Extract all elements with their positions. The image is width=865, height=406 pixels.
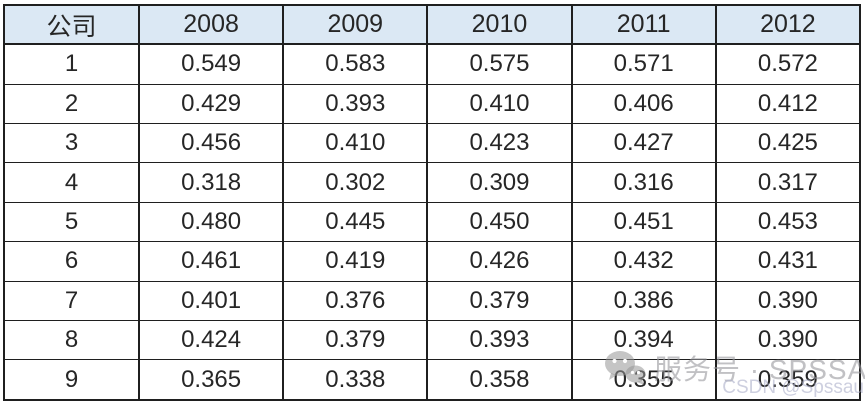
value-cell: 0.376 [282, 280, 429, 321]
table-row: 4 0.318 0.302 0.309 0.316 0.317 [3, 162, 862, 203]
value-cell: 0.410 [426, 83, 573, 124]
value-cell: 0.575 [426, 43, 573, 85]
row-label-cell: 6 [3, 241, 140, 282]
value-cell: 0.338 [282, 359, 429, 401]
value-cell: 0.390 [714, 319, 862, 361]
value-cell: 0.419 [282, 241, 429, 282]
table-body: 1 0.549 0.583 0.575 0.571 0.572 2 0.429 0.393 0.4… [3, 43, 862, 401]
value-cell: 0.390 [714, 280, 862, 321]
column-header-year-2008: 2008 [137, 4, 285, 45]
value-cell: 0.432 [570, 241, 717, 282]
table-row: 3 0.456 0.410 0.423 0.427 0.425 [3, 122, 862, 164]
value-cell: 0.423 [426, 122, 573, 164]
column-header-year-2012: 2012 [714, 4, 862, 45]
value-cell: 0.355 [570, 359, 717, 401]
value-cell: 0.309 [426, 162, 573, 203]
value-cell: 0.318 [137, 162, 285, 203]
value-cell: 0.451 [570, 201, 717, 243]
value-cell: 0.358 [426, 359, 573, 401]
table-header: 公司 2008 2009 2010 2011 2012 [3, 4, 862, 45]
row-label-cell: 8 [3, 319, 140, 361]
column-header-year-2009: 2009 [282, 4, 429, 45]
value-cell: 0.410 [282, 122, 429, 164]
column-header-year-2010: 2010 [426, 4, 573, 45]
table-row: 5 0.480 0.445 0.450 0.451 0.453 [3, 201, 862, 243]
value-cell: 0.583 [282, 43, 429, 85]
value-cell: 0.461 [137, 241, 285, 282]
value-cell: 0.393 [282, 83, 429, 124]
table-row: 2 0.429 0.393 0.410 0.406 0.412 [3, 83, 862, 124]
value-cell: 0.427 [570, 122, 717, 164]
column-header-company: 公司 [3, 4, 140, 45]
value-cell: 0.426 [426, 241, 573, 282]
table-row: 1 0.549 0.583 0.575 0.571 0.572 [3, 43, 862, 85]
row-label-cell: 4 [3, 162, 140, 203]
value-cell: 0.456 [137, 122, 285, 164]
value-cell: 0.572 [714, 43, 862, 85]
value-cell: 0.401 [137, 280, 285, 321]
value-cell: 0.429 [137, 83, 285, 124]
value-cell: 0.431 [714, 241, 862, 282]
value-cell: 0.480 [137, 201, 285, 243]
value-cell: 0.425 [714, 122, 862, 164]
column-header-year-2011: 2011 [570, 4, 717, 45]
row-label-cell: 5 [3, 201, 140, 243]
company-year-data-table: 公司 2008 2009 2010 2011 2012 1 0.549 0.583 0.575 0… [3, 4, 862, 401]
row-label-cell: 1 [3, 43, 140, 85]
value-cell: 0.379 [426, 280, 573, 321]
value-cell: 0.406 [570, 83, 717, 124]
value-cell: 0.316 [570, 162, 717, 203]
row-label-cell: 7 [3, 280, 140, 321]
value-cell: 0.393 [426, 319, 573, 361]
value-cell: 0.317 [714, 162, 862, 203]
row-label-cell: 3 [3, 122, 140, 164]
header-row: 公司 2008 2009 2010 2011 2012 [3, 4, 862, 45]
value-cell: 0.549 [137, 43, 285, 85]
table-row: 8 0.424 0.379 0.393 0.394 0.390 [3, 319, 862, 361]
value-cell: 0.365 [137, 359, 285, 401]
value-cell: 0.445 [282, 201, 429, 243]
row-label-cell: 9 [3, 359, 140, 401]
value-cell: 0.394 [570, 319, 717, 361]
value-cell: 0.450 [426, 201, 573, 243]
value-cell: 0.412 [714, 83, 862, 124]
value-cell: 0.571 [570, 43, 717, 85]
table-row: 9 0.365 0.338 0.358 0.355 0.359 [3, 359, 862, 401]
table-row: 6 0.461 0.419 0.426 0.432 0.431 [3, 241, 862, 282]
value-cell: 0.359 [714, 359, 862, 401]
value-cell: 0.453 [714, 201, 862, 243]
value-cell: 0.424 [137, 319, 285, 361]
row-label-cell: 2 [3, 83, 140, 124]
value-cell: 0.302 [282, 162, 429, 203]
value-cell: 0.379 [282, 319, 429, 361]
value-cell: 0.386 [570, 280, 717, 321]
table-row: 7 0.401 0.376 0.379 0.386 0.390 [3, 280, 862, 321]
